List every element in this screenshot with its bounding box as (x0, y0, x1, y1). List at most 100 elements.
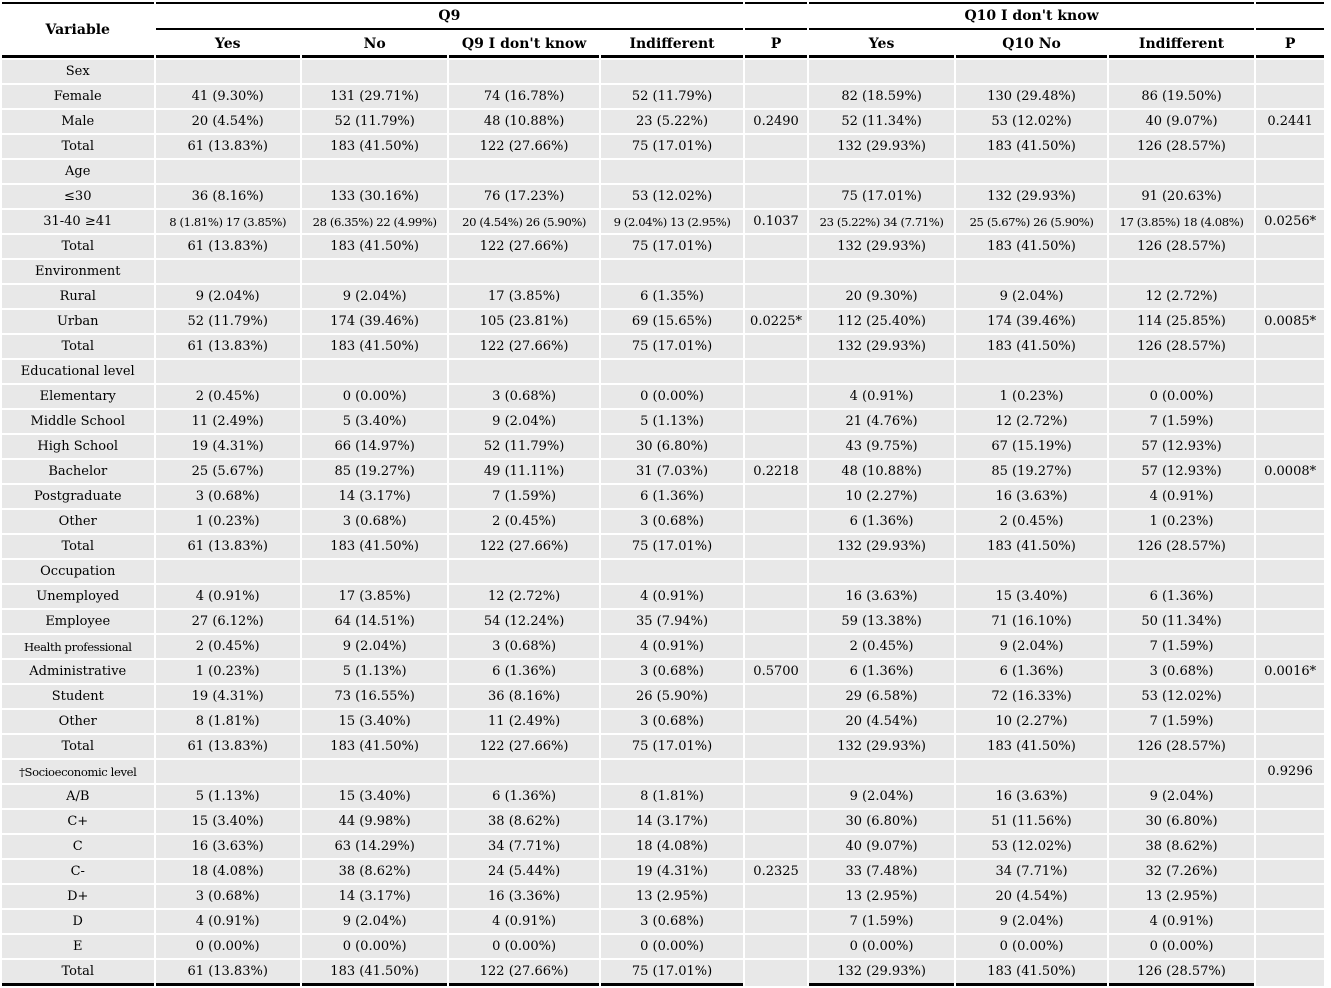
row-label: Female (2, 85, 154, 108)
table-row: A/B 5 (1.13%) 15 (3.40%) 6 (1.36%) 8 (1.81%)… (2, 785, 1324, 808)
value-cell: 0 (0.00%) (1108, 385, 1255, 408)
value-cell: 53 (12.02%) (956, 835, 1107, 858)
value-cell: 18 (4.08%) (600, 835, 744, 858)
value-cell: 3 (0.68%) (1108, 660, 1255, 683)
value-cell: 3 (0.68%) (449, 635, 599, 658)
table-row: Total 61 (13.83%) 183 (41.50%) 122 (27.66%)… (2, 735, 1324, 758)
p-value-cell (745, 85, 807, 108)
value-cell: 12 (2.72%) (449, 585, 599, 608)
row-label: Administrative (2, 660, 154, 683)
row-label: Other (2, 710, 154, 733)
p-value-cell (1256, 785, 1324, 808)
value-cell: 6 (1.36%) (808, 660, 955, 683)
row-label: Total (2, 735, 154, 758)
value-cell: 69 (15.65%) (600, 310, 744, 333)
value-cell (600, 60, 744, 83)
value-cell: 75 (17.01%) (600, 535, 744, 558)
p-value-cell (1256, 510, 1324, 533)
value-cell: 0 (0.00%) (1108, 935, 1255, 958)
table-row: Total 61 (13.83%) 183 (41.50%) 122 (27.66%)… (2, 335, 1324, 358)
value-cell: 40 (9.07%) (808, 835, 955, 858)
value-cell: 131 (29.71%) (301, 85, 448, 108)
value-cell: 7 (1.59%) (1108, 410, 1255, 433)
value-cell (600, 560, 744, 583)
value-cell: 183 (41.50%) (956, 235, 1107, 258)
value-cell: 132 (29.93%) (808, 535, 955, 558)
value-cell: 6 (1.36%) (449, 785, 599, 808)
row-label: Student (2, 685, 154, 708)
value-cell: 54 (12.24%) (449, 610, 599, 633)
value-cell: 130 (29.48%) (956, 85, 1107, 108)
value-cell: 23 (5.22%) (600, 110, 744, 133)
value-cell: 6 (1.36%) (1108, 585, 1255, 608)
value-cell: 9 (2.04%) (956, 285, 1107, 308)
p-value-cell (1256, 535, 1324, 558)
p-value-cell (1256, 360, 1324, 383)
value-cell: 19 (4.31%) (600, 860, 744, 883)
value-cell: 23 (5.22%) 34 (7.71%) (808, 210, 955, 233)
p-value-cell (745, 585, 807, 608)
value-cell (808, 260, 955, 283)
value-cell (808, 60, 955, 83)
value-cell: 126 (28.57%) (1108, 535, 1255, 558)
p-value-cell (745, 160, 807, 183)
value-cell: 52 (11.79%) (600, 85, 744, 108)
p-value-cell (745, 535, 807, 558)
value-cell: 2 (0.45%) (155, 635, 300, 658)
section-row: Educational level (2, 360, 1324, 383)
value-cell: 61 (13.83%) (155, 235, 300, 258)
p-value-cell (745, 760, 807, 783)
p-value-cell (745, 235, 807, 258)
row-label: A/B (2, 785, 154, 808)
row-label: Unemployed (2, 585, 154, 608)
row-label: Total (2, 535, 154, 558)
table-row: Total 61 (13.83%) 183 (41.50%) 122 (27.66%)… (2, 535, 1324, 558)
value-cell (808, 760, 955, 783)
p-column-spacer (745, 2, 807, 30)
row-label: C- (2, 860, 154, 883)
p-value-cell (745, 185, 807, 208)
value-cell (1108, 760, 1255, 783)
value-cell: 28 (6.35%) 22 (4.99%) (301, 210, 448, 233)
p-value-cell (745, 410, 807, 433)
value-cell (1108, 560, 1255, 583)
value-cell: 61 (13.83%) (155, 535, 300, 558)
value-cell (301, 60, 448, 83)
value-cell: 41 (9.30%) (155, 85, 300, 108)
row-label: Health professional (2, 635, 154, 658)
value-cell: 15 (3.40%) (956, 585, 1107, 608)
value-cell: 36 (8.16%) (449, 685, 599, 708)
p-value-cell: 0.0085* (1256, 310, 1324, 333)
value-cell (155, 760, 300, 783)
row-label: Sex (2, 60, 154, 83)
value-cell: 33 (7.48%) (808, 860, 955, 883)
p-value-cell (1256, 410, 1324, 433)
row-label: Urban (2, 310, 154, 333)
value-cell: 9 (2.04%) (301, 285, 448, 308)
p-value-cell (745, 610, 807, 633)
value-cell: 17 (3.85%) (449, 285, 599, 308)
value-cell: 24 (5.44%) (449, 860, 599, 883)
value-cell: 9 (2.04%) (956, 635, 1107, 658)
row-label: E (2, 935, 154, 958)
row-label: 31-40 ≥41 (2, 210, 154, 233)
value-cell: 17 (3.85%) (301, 585, 448, 608)
value-cell: 0 (0.00%) (956, 935, 1107, 958)
p-value-cell (745, 960, 807, 986)
table-row: Middle School 11 (2.49%) 5 (3.40%) 9 (2.04%… (2, 410, 1324, 433)
value-cell: 122 (27.66%) (449, 735, 599, 758)
value-cell: 132 (29.93%) (808, 735, 955, 758)
p-value-cell (1256, 860, 1324, 883)
table-row: Bachelor 25 (5.67%) 85 (19.27%) 49 (11.11%)… (2, 460, 1324, 483)
value-cell: 9 (2.04%) (301, 910, 448, 933)
value-cell: 61 (13.83%) (155, 735, 300, 758)
value-cell: 75 (17.01%) (808, 185, 955, 208)
q10-yes-header: Yes (808, 32, 955, 58)
value-cell (956, 360, 1107, 383)
value-cell: 48 (10.88%) (808, 460, 955, 483)
value-cell (1108, 260, 1255, 283)
value-cell: 82 (18.59%) (808, 85, 955, 108)
p-value-cell (745, 735, 807, 758)
